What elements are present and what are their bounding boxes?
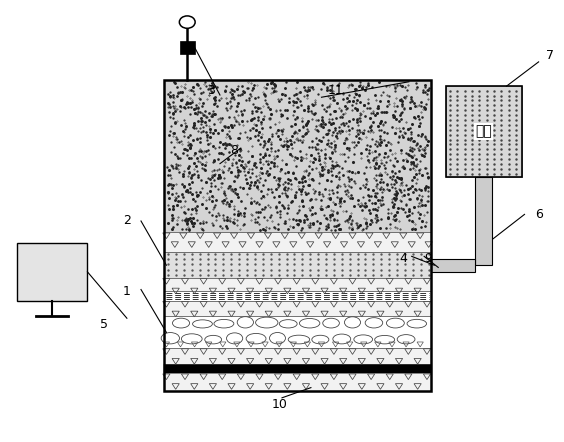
Ellipse shape xyxy=(173,318,190,328)
Ellipse shape xyxy=(299,318,320,328)
Bar xyxy=(17,243,87,301)
Ellipse shape xyxy=(288,335,310,344)
Bar xyxy=(164,291,431,301)
Ellipse shape xyxy=(374,335,395,344)
Bar xyxy=(164,373,431,391)
Ellipse shape xyxy=(312,335,329,344)
Text: 4: 4 xyxy=(399,252,407,265)
Bar xyxy=(164,80,431,232)
Ellipse shape xyxy=(227,333,243,344)
Ellipse shape xyxy=(214,320,234,328)
Text: 7: 7 xyxy=(546,49,554,62)
Ellipse shape xyxy=(237,316,253,328)
Bar xyxy=(164,278,431,291)
Ellipse shape xyxy=(407,320,426,328)
Ellipse shape xyxy=(386,318,404,328)
Ellipse shape xyxy=(345,317,360,328)
Bar xyxy=(164,252,431,278)
Ellipse shape xyxy=(161,332,179,344)
Circle shape xyxy=(179,16,195,28)
Bar xyxy=(164,278,431,291)
Ellipse shape xyxy=(270,332,285,344)
Bar xyxy=(164,364,431,373)
Ellipse shape xyxy=(255,317,278,328)
Bar xyxy=(164,232,431,252)
Ellipse shape xyxy=(323,318,340,328)
Bar xyxy=(446,86,522,177)
Bar xyxy=(164,80,431,391)
Text: 5: 5 xyxy=(100,318,108,332)
Ellipse shape xyxy=(192,320,213,328)
Ellipse shape xyxy=(365,318,383,328)
Bar xyxy=(164,301,431,316)
Bar xyxy=(164,316,431,348)
Bar xyxy=(164,80,431,232)
Ellipse shape xyxy=(333,334,351,344)
Ellipse shape xyxy=(205,335,222,344)
Ellipse shape xyxy=(397,335,415,344)
Bar xyxy=(446,86,522,177)
Text: 2: 2 xyxy=(123,214,131,228)
Bar xyxy=(164,373,431,391)
Ellipse shape xyxy=(279,320,297,328)
Bar xyxy=(164,232,431,252)
Text: 8: 8 xyxy=(230,144,238,157)
Bar xyxy=(446,86,522,177)
Bar xyxy=(180,41,195,54)
Ellipse shape xyxy=(182,334,202,344)
Text: 3: 3 xyxy=(208,84,215,97)
Bar xyxy=(164,301,431,316)
Bar xyxy=(164,316,431,348)
Text: 1: 1 xyxy=(123,285,131,298)
Bar xyxy=(164,348,431,364)
Bar xyxy=(164,252,431,278)
Text: 9: 9 xyxy=(425,252,433,265)
Text: 水筱: 水筱 xyxy=(475,125,492,138)
Text: 10: 10 xyxy=(271,398,287,411)
Text: 11: 11 xyxy=(328,84,343,97)
Bar xyxy=(431,259,475,272)
Bar xyxy=(475,177,492,265)
Ellipse shape xyxy=(354,335,373,344)
Text: 6: 6 xyxy=(535,208,543,221)
Bar xyxy=(164,348,431,364)
Ellipse shape xyxy=(246,333,266,344)
